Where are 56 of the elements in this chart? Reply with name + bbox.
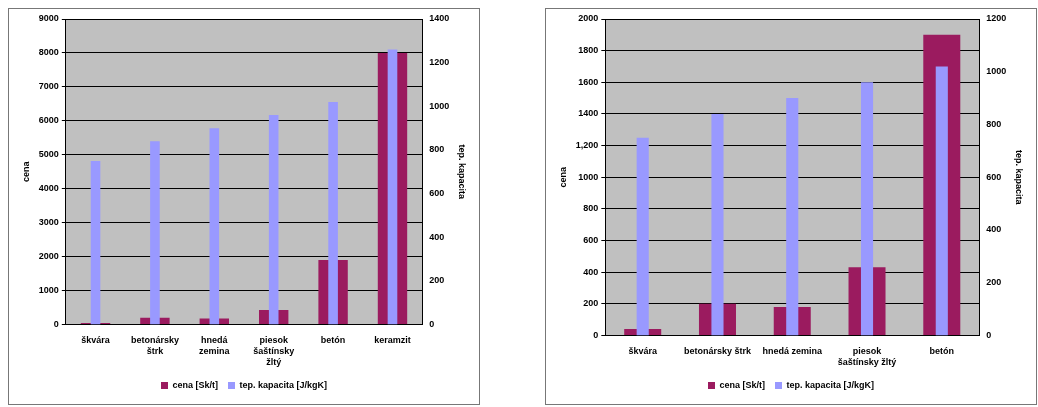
y-tick-label: 1600 <box>578 76 599 87</box>
y-tick-label: 5000 <box>38 149 59 160</box>
y2-tick-label: 400 <box>429 231 445 242</box>
x-tick-label: piesok šaštínsky žltý <box>253 335 295 368</box>
y-tick-label: 2000 <box>38 251 59 262</box>
y-tick-label: 4000 <box>38 183 59 194</box>
y2-tick-label: 800 <box>429 144 445 155</box>
y2-tick-label: 1000 <box>986 66 1007 77</box>
y-tick-label: 9000 <box>38 13 59 24</box>
y-tick-label: 3000 <box>38 217 59 228</box>
y-tick-label: 2000 <box>578 13 599 24</box>
x-tick-label: hnedá zemina <box>199 335 231 357</box>
y2-tick-label: 1200 <box>986 13 1007 24</box>
x-tick-label: betón <box>929 346 955 357</box>
y-tick-label: 7000 <box>38 81 59 92</box>
y-tick-label: 400 <box>583 266 599 277</box>
y-tick-label: 1400 <box>578 108 599 119</box>
legend-label: tep. kapacita [J/kgK] <box>786 379 875 390</box>
y-tick-label: 800 <box>583 203 599 214</box>
legend-label: cena [Sk/t] <box>172 379 218 390</box>
y2-tick-label: 600 <box>429 188 445 199</box>
y2-tick-label: 0 <box>986 329 992 340</box>
legend-label: tep. kapacita [J/kgK] <box>239 379 328 390</box>
x-tick-label: keramzit <box>374 335 411 346</box>
y-tick-label: 1800 <box>578 45 599 56</box>
y2-axis-title: tep. kapacita <box>457 144 468 201</box>
y2-tick-label: 200 <box>986 277 1002 288</box>
legend-label: cena [Sk/t] <box>719 379 765 390</box>
y2-tick-label: 800 <box>986 118 1002 129</box>
y2-tick-label: 1200 <box>429 57 450 68</box>
y-tick-label: 6000 <box>38 115 59 126</box>
y-tick-label: 0 <box>593 329 599 340</box>
y2-tick-label: 600 <box>986 171 1002 182</box>
y2-tick-label: 0 <box>429 319 435 330</box>
y-tick-label: 200 <box>583 298 599 309</box>
x-tick-label: hnedá zemina <box>762 346 823 357</box>
y-tick-label: 1000 <box>578 171 599 182</box>
y-tick-label: 8000 <box>38 47 59 58</box>
x-tick-label: betonársky štrk <box>130 335 179 357</box>
y-tick-label: 1000 <box>38 285 59 296</box>
x-tick-label: betonársky štrk <box>683 346 752 357</box>
y2-axis-title: tep. kapacita <box>1014 149 1025 206</box>
y-axis-title: cena <box>557 165 568 188</box>
x-tick-label: betón <box>320 335 346 346</box>
x-tick-label: škvára <box>628 346 658 357</box>
x-tick-label: piesok šaštínsky žltý <box>837 346 897 368</box>
y-tick-label: 0 <box>53 319 59 330</box>
y-tick-label: 1,200 <box>575 140 599 151</box>
y2-tick-label: 200 <box>429 275 445 286</box>
y-tick-label: 600 <box>583 234 599 245</box>
y-axis-title: cena <box>20 160 31 183</box>
bar <box>90 160 101 325</box>
y2-tick-label: 1400 <box>429 13 450 24</box>
y2-tick-label: 400 <box>986 224 1002 235</box>
x-tick-label: škvára <box>81 335 111 346</box>
y2-tick-label: 1000 <box>429 100 450 111</box>
